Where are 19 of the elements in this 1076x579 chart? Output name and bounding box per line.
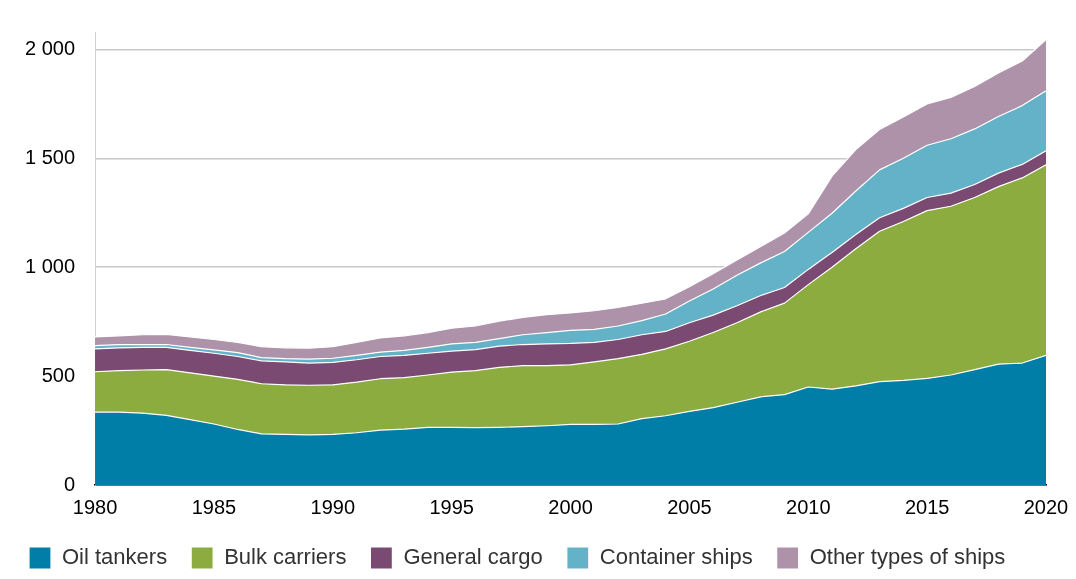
legend-label: Other types of ships bbox=[809, 544, 1006, 570]
y-tick-label: 1 500 bbox=[24, 145, 76, 168]
x-tick-label: 1995 bbox=[429, 495, 474, 518]
x-tick-label: 2005 bbox=[667, 495, 712, 518]
y-tick-label: 2 000 bbox=[24, 36, 76, 59]
legend-label: General cargo bbox=[403, 544, 543, 570]
y-tick-label: 500 bbox=[41, 363, 76, 386]
x-tick-label: 2020 bbox=[1023, 495, 1069, 518]
x-tick-label: 2015 bbox=[904, 495, 950, 518]
legend-label: Oil tankers bbox=[62, 544, 168, 570]
legend-label: Container ships bbox=[599, 544, 753, 570]
x-tick-label: 2010 bbox=[786, 495, 831, 518]
x-tick-label: 1990 bbox=[310, 495, 356, 518]
x-tick-label: 1985 bbox=[191, 495, 237, 518]
legend-label: Bulk carriers bbox=[224, 544, 347, 570]
x-tick-label: 2000 bbox=[548, 495, 593, 518]
x-tick-label: 1980 bbox=[72, 495, 118, 518]
y-tick-label: 1 000 bbox=[24, 254, 76, 277]
y-tick-label: 0 bbox=[63, 472, 76, 495]
